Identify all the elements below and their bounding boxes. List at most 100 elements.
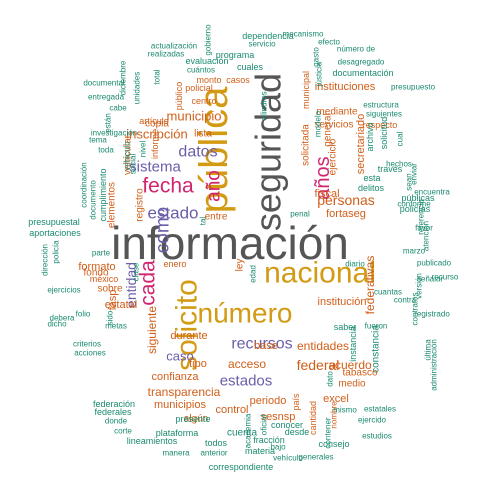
cloud-word: cantidad bbox=[308, 401, 318, 435]
cloud-word: presupuestal bbox=[28, 217, 80, 227]
cloud-word: constancia bbox=[371, 325, 382, 373]
cloud-word: documental bbox=[83, 79, 125, 88]
cloud-word: penal bbox=[290, 210, 310, 219]
cloud-word: registrado bbox=[414, 310, 450, 319]
cloud-word: datos bbox=[178, 144, 217, 161]
cloud-word: méxico bbox=[90, 274, 119, 284]
cloud-word: materia bbox=[245, 446, 275, 456]
cloud-word: cual bbox=[396, 131, 405, 146]
cloud-word: criterios bbox=[73, 340, 101, 349]
cloud-word: mediante bbox=[316, 107, 358, 118]
cloud-word: efecto bbox=[318, 38, 340, 47]
cloud-word: contratos bbox=[411, 293, 420, 326]
cloud-word: cumplimiento bbox=[98, 168, 108, 221]
cloud-word: versión bbox=[415, 273, 424, 299]
cloud-word: federativas bbox=[363, 256, 377, 315]
cloud-word: parte bbox=[92, 249, 111, 258]
cloud-word: transparencia bbox=[148, 385, 221, 399]
cloud-word: clase bbox=[132, 262, 141, 281]
cloud-word: total bbox=[153, 69, 162, 84]
cloud-word: corte bbox=[114, 427, 132, 436]
cloud-word: desagregado bbox=[338, 58, 385, 67]
cloud-word: como bbox=[153, 207, 174, 253]
cloud-word: documento bbox=[89, 180, 98, 220]
cloud-word: entidad bbox=[123, 262, 139, 308]
cloud-word: realizadas bbox=[148, 50, 184, 59]
cloud-word: conocer bbox=[271, 420, 303, 430]
cloud-word: señalar bbox=[417, 275, 444, 284]
cloud-word: años bbox=[312, 156, 334, 199]
cloud-word: saber bbox=[334, 322, 357, 332]
cloud-word: federación bbox=[93, 399, 135, 409]
cloud-word: dependencia bbox=[242, 31, 294, 41]
cloud-word: sesnsp bbox=[261, 411, 296, 423]
cloud-word: enviar bbox=[410, 163, 419, 185]
cloud-word: fortaseg bbox=[326, 208, 366, 220]
cloud-word: solicitada bbox=[301, 124, 312, 166]
cloud-word: cada bbox=[137, 260, 160, 306]
cloud-word: sido bbox=[106, 310, 115, 325]
cloud-word: municipios bbox=[154, 399, 206, 411]
cloud-word: policía bbox=[52, 240, 61, 264]
cloud-word: solicitud bbox=[379, 117, 389, 150]
cloud-word: público bbox=[174, 82, 184, 111]
cloud-word: inscripción bbox=[126, 127, 187, 142]
cloud-word: sean bbox=[405, 173, 414, 190]
cloud-word: acciones bbox=[74, 349, 106, 358]
cloud-word: atención bbox=[422, 221, 431, 251]
cloud-word: academia bbox=[244, 413, 253, 448]
cloud-word: diario bbox=[345, 260, 365, 269]
cloud-word: respecto bbox=[363, 120, 398, 130]
cloud-word: fondo bbox=[83, 268, 108, 279]
cloud-word: contra bbox=[394, 296, 417, 305]
cloud-word: confianza bbox=[151, 371, 199, 383]
cloud-word: todos bbox=[205, 438, 228, 448]
cloud-word: municipal bbox=[301, 71, 311, 109]
cloud-word: última bbox=[424, 339, 433, 361]
cloud-word: lineamientos bbox=[127, 436, 178, 446]
cloud-word: entre bbox=[205, 212, 228, 223]
cloud-word: archivo bbox=[365, 122, 375, 151]
cloud-word: mecanismo bbox=[283, 30, 324, 39]
cloud-word: oficial bbox=[260, 415, 269, 436]
cloud-word: fueron bbox=[365, 322, 388, 331]
cloud-word: evaluación bbox=[185, 56, 228, 66]
cloud-word: dirección bbox=[41, 244, 50, 276]
cloud-word: municipio bbox=[167, 109, 222, 124]
cloud-word: entidades bbox=[297, 339, 349, 353]
cloud-word: estatales bbox=[364, 405, 396, 414]
cloud-word: ejercicios bbox=[47, 286, 80, 295]
cloud-word: elementos bbox=[107, 182, 118, 228]
cloud-word: recursos bbox=[231, 336, 292, 353]
cloud-word: enero bbox=[163, 259, 186, 269]
cloud-word: cuántos bbox=[187, 66, 215, 75]
cloud-word: referencia bbox=[417, 199, 426, 235]
cloud-word: monto bbox=[196, 75, 221, 85]
cloud-word: presupuesto bbox=[391, 83, 436, 92]
cloud-word: gasto bbox=[312, 47, 321, 67]
cloud-word: fasp bbox=[107, 290, 119, 311]
cloud-word: cuenta bbox=[227, 428, 257, 439]
cloud-word: metas bbox=[105, 322, 127, 331]
cloud-word: modelo bbox=[314, 110, 323, 137]
cloud-word: administración bbox=[430, 339, 439, 391]
cloud-word: estado bbox=[147, 204, 198, 223]
cloud-word: consejo bbox=[318, 439, 349, 449]
cloud-word: algún bbox=[184, 414, 208, 425]
cloud-word: investigación bbox=[91, 129, 137, 138]
cloud-word: acceso bbox=[228, 357, 266, 371]
cloud-word: encuentra bbox=[414, 188, 450, 197]
cloud-word: siguiente bbox=[145, 306, 159, 354]
cloud-word: actualización bbox=[151, 42, 197, 51]
cloud-word: dato bbox=[326, 371, 335, 387]
cloud-word: sistema bbox=[129, 159, 181, 176]
cloud-word: durante bbox=[170, 330, 207, 342]
cloud-word: publicado bbox=[417, 259, 452, 268]
cloud-word: edad bbox=[249, 265, 258, 283]
cloud-word: delitos bbox=[358, 183, 385, 193]
cloud-word: periodo bbox=[250, 395, 287, 407]
cloud-word: artículo bbox=[139, 116, 169, 126]
cloud-word: servicios bbox=[315, 120, 354, 131]
cloud-word: presente bbox=[175, 414, 210, 424]
